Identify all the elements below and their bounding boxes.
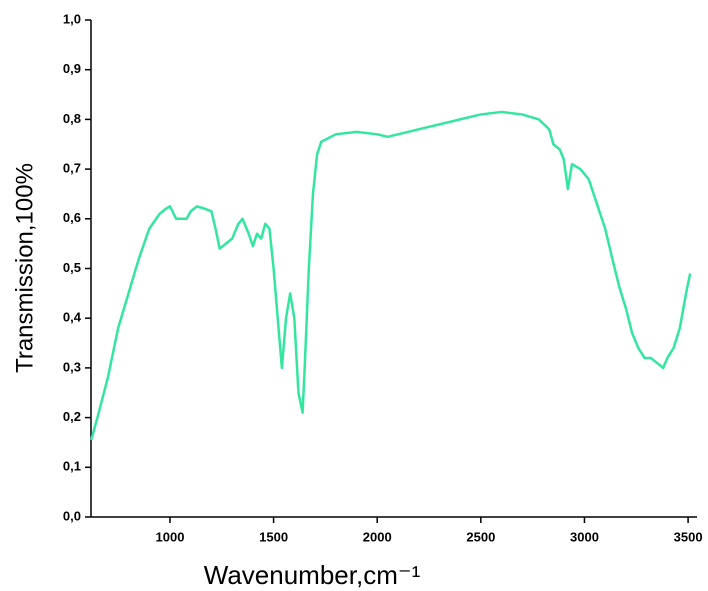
x-tick-label: 3500 [674, 529, 703, 544]
x-axis-label: Wavenumber,cm⁻¹ [204, 560, 421, 590]
x-tick-label: 3000 [570, 529, 599, 544]
y-tick-label: 0,4 [63, 310, 82, 325]
x-tick-label: 1500 [259, 529, 288, 544]
y-tick-label: 0,5 [63, 260, 81, 275]
y-tick-label: 0,0 [63, 508, 81, 523]
spectrum-line [90, 110, 692, 441]
y-tick-label: 0,2 [63, 409, 81, 424]
y-tick-label: 0,9 [63, 61, 81, 76]
y-axis-label: Transmission,100% [11, 163, 38, 373]
y-tick-label: 0,8 [63, 111, 81, 126]
x-tick-label: 2000 [363, 529, 392, 544]
y-tick-label: 0,6 [63, 210, 81, 225]
x-tick-label: 1000 [156, 529, 185, 544]
y-tick-label: 1,0 [63, 11, 81, 26]
y-tick-label: 0,7 [63, 161, 81, 176]
y-tick-label: 0,1 [63, 459, 81, 474]
x-tick-label: 2500 [466, 529, 495, 544]
y-tick-label: 0,3 [63, 359, 81, 374]
